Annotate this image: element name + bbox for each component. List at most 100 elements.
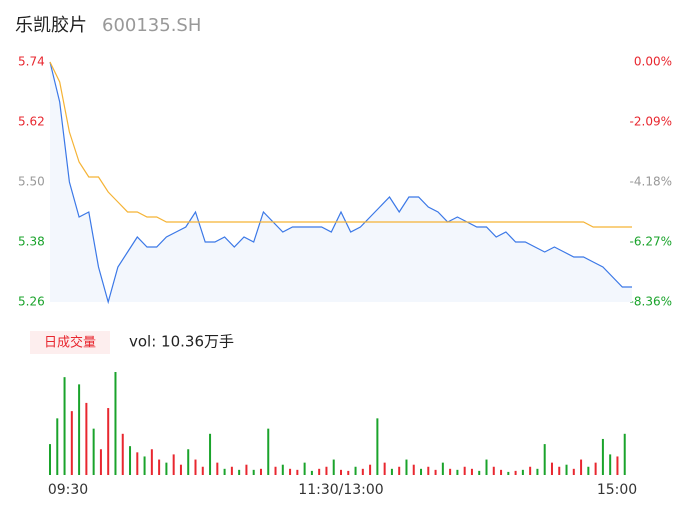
volume-bar	[150, 449, 153, 475]
volume-bar	[361, 468, 364, 475]
price-area	[50, 62, 632, 302]
volume-bar	[252, 469, 255, 475]
volume-bar	[376, 418, 379, 475]
volume-bar	[165, 462, 168, 475]
stock-code: 600135.SH	[102, 15, 201, 36]
volume-bar	[172, 454, 175, 475]
volume-bar	[194, 459, 197, 475]
volume-bar	[347, 470, 350, 475]
volume-bar	[209, 433, 212, 475]
volume-bar	[70, 411, 73, 475]
x-tick-label: 15:00	[597, 482, 637, 498]
volume-bar	[412, 464, 415, 475]
volume-bar	[267, 428, 270, 475]
volume-bar	[310, 470, 313, 475]
volume-bar	[121, 433, 124, 475]
volume-bar	[332, 459, 335, 475]
y-tick-label: 5.38	[18, 235, 45, 249]
volume-bar	[281, 464, 284, 475]
volume-bar	[296, 469, 299, 475]
volume-bar	[594, 462, 597, 475]
y-tick-label: 5.62	[18, 115, 45, 129]
volume-bar	[92, 428, 95, 475]
volume-bar	[245, 464, 248, 475]
volume-bar	[85, 402, 88, 475]
volume-title: 日成交量	[44, 335, 96, 351]
volume-bar	[187, 449, 190, 475]
volume-bar	[99, 449, 102, 475]
y-tick-label: 5.50	[18, 175, 45, 189]
volume-bar	[485, 459, 488, 475]
volume-bar	[383, 462, 386, 475]
volume-bar	[318, 468, 321, 475]
volume-bar	[49, 444, 51, 475]
volume-total: vol: 10.36万手	[129, 333, 234, 351]
volume-bar	[78, 384, 81, 475]
volume-bar	[434, 469, 437, 475]
volume-bar	[449, 468, 452, 475]
volume-bar	[536, 468, 539, 475]
volume-bar	[114, 372, 117, 475]
volume-bar	[478, 470, 481, 475]
volume-bar	[587, 466, 590, 475]
volume-tag	[30, 331, 110, 354]
stock-name: 乐凯胶片	[15, 15, 87, 36]
volume-bar	[572, 468, 575, 475]
volume-bar	[565, 464, 568, 475]
volume-bar	[390, 468, 393, 475]
volume-bar	[558, 466, 561, 475]
volume-bar	[369, 464, 372, 475]
y2-tick-label: 0.00%	[634, 55, 672, 69]
volume-bar	[405, 459, 408, 475]
volume-bar	[456, 469, 459, 475]
volume-bar	[129, 446, 132, 475]
volume-bar	[179, 464, 182, 475]
y2-tick-label: -8.36%	[630, 295, 672, 309]
x-tick-label: 11:30/13:00	[298, 482, 383, 498]
volume-bar	[521, 469, 524, 475]
volume-bar	[601, 438, 604, 475]
volume-bar	[441, 462, 444, 475]
volume-bar	[492, 466, 495, 475]
volume-bar	[543, 444, 546, 475]
volume-bar	[158, 459, 161, 475]
volume-bar	[470, 468, 473, 475]
price-line	[49, 61, 632, 305]
volume-bar	[136, 452, 139, 475]
volume-bar	[56, 418, 59, 475]
volume-bar	[274, 466, 277, 475]
volume-bar	[201, 466, 204, 475]
volume-bar	[325, 466, 328, 475]
volume-bar	[340, 469, 342, 475]
x-tick-label: 09:30	[48, 482, 88, 498]
volume-bar	[289, 468, 292, 475]
volume-bar	[223, 468, 226, 475]
volume-bar	[500, 469, 503, 475]
volume-bar	[623, 433, 626, 475]
volume-bar	[514, 470, 517, 475]
volume-bar	[238, 469, 241, 475]
volume-bar	[143, 456, 146, 475]
y2-tick-label: -4.18%	[630, 175, 672, 189]
volume-bar	[580, 459, 583, 475]
volume-bar	[463, 466, 466, 475]
average-line	[49, 61, 632, 228]
volume-bar	[303, 462, 306, 475]
y2-tick-label: -2.09%	[630, 115, 672, 129]
volume-bar	[230, 466, 233, 475]
volume-bar	[427, 466, 430, 475]
volume-bar	[529, 466, 532, 475]
volume-bar	[609, 454, 612, 475]
volume-bar	[398, 466, 401, 475]
volume-bar	[216, 462, 219, 475]
volume-bar	[259, 468, 262, 475]
volume-bar	[507, 471, 510, 475]
volume-bar	[550, 462, 553, 475]
volume-bar	[420, 468, 423, 475]
y-tick-label: 5.74	[18, 55, 45, 69]
volume-bar	[354, 466, 357, 475]
y2-tick-label: -6.27%	[630, 235, 672, 249]
volume-bar	[107, 408, 110, 475]
volume-bar	[616, 456, 619, 475]
